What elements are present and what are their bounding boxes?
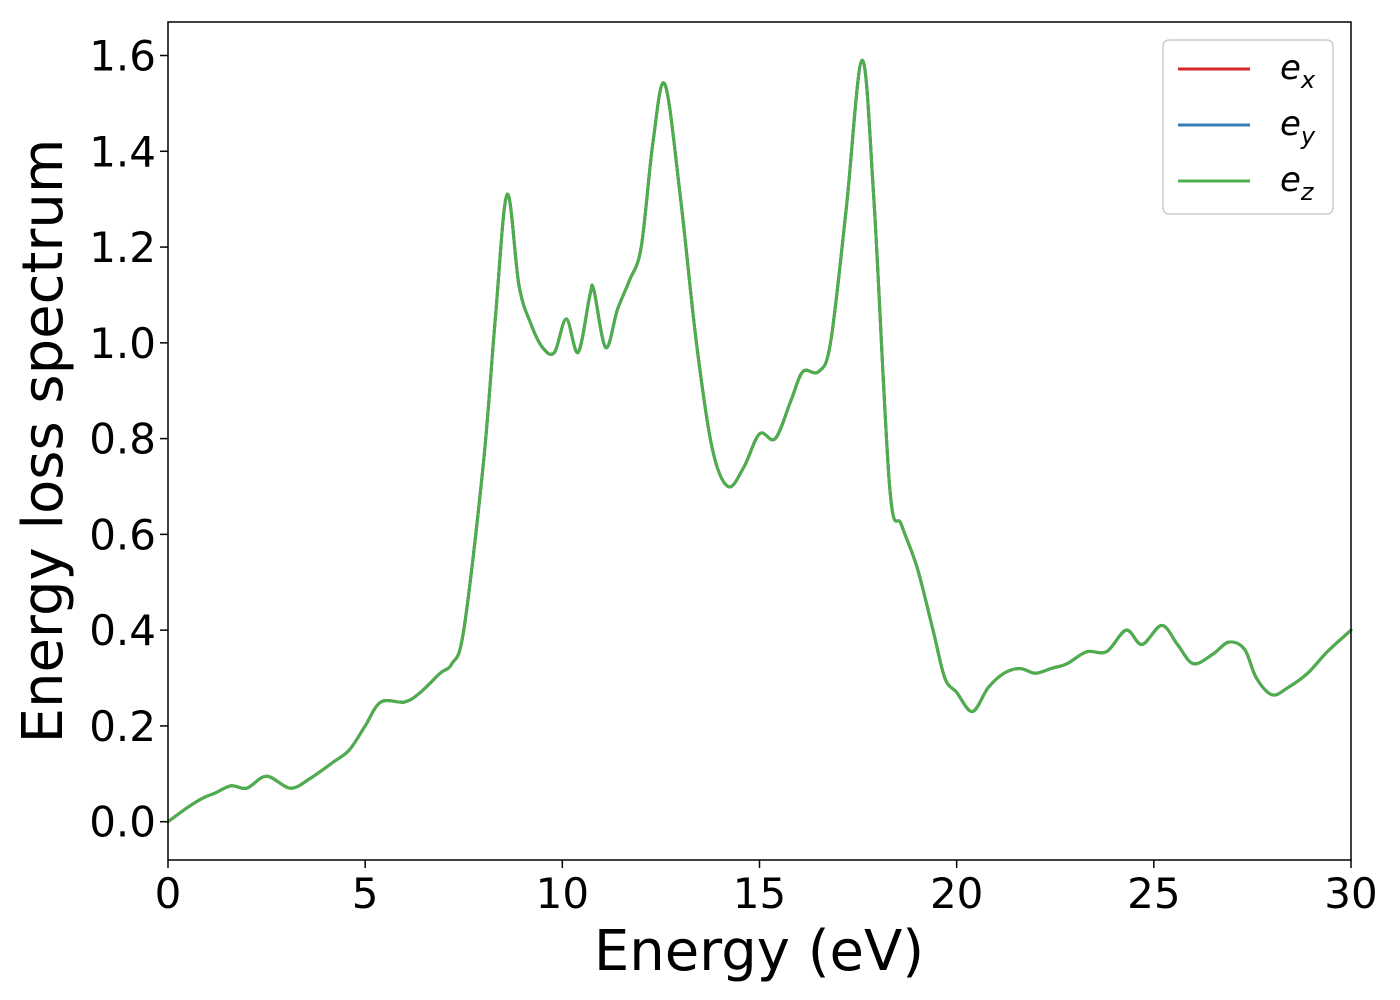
y-tick-label: 0.6 (89, 510, 156, 559)
y-axis-title: Energy loss spectrum (11, 139, 76, 744)
y-tick-label: 0.0 (89, 798, 156, 847)
legend-label-z: ez (1280, 160, 1315, 206)
y-tick-label: 0.4 (89, 606, 156, 655)
y-tick-label: 1.6 (89, 32, 156, 81)
legend-label-y: ey (1280, 104, 1316, 150)
y-tick-label: 1.0 (89, 319, 156, 368)
y-tick-label: 1.2 (89, 223, 156, 272)
legend-label-x: ex (1280, 48, 1316, 94)
series-layer (166, 58, 1353, 824)
series-line-z (166, 58, 1353, 824)
legend-box (1162, 39, 1334, 215)
y-axis-ticks: 0.0 0.2 0.4 0.6 0.8 1.0 1.2 1.4 1.6 (89, 32, 168, 847)
x-tick-label: 5 (352, 869, 379, 918)
x-axis-ticks: 0 5 10 15 20 25 30 (155, 860, 1378, 918)
x-axis-title: Energy (eV) (594, 919, 924, 984)
x-tick-label: 15 (733, 869, 786, 918)
x-tick-label: 10 (536, 869, 589, 918)
y-tick-label: 1.4 (89, 127, 156, 176)
x-tick-label: 20 (930, 869, 983, 918)
x-tick-label: 30 (1324, 869, 1377, 918)
x-tick-label: 0 (155, 869, 182, 918)
y-tick-label: 0.2 (89, 702, 156, 751)
legend: ex ey ez (1162, 39, 1334, 215)
x-tick-label: 25 (1127, 869, 1180, 918)
y-tick-label: 0.8 (89, 415, 156, 464)
